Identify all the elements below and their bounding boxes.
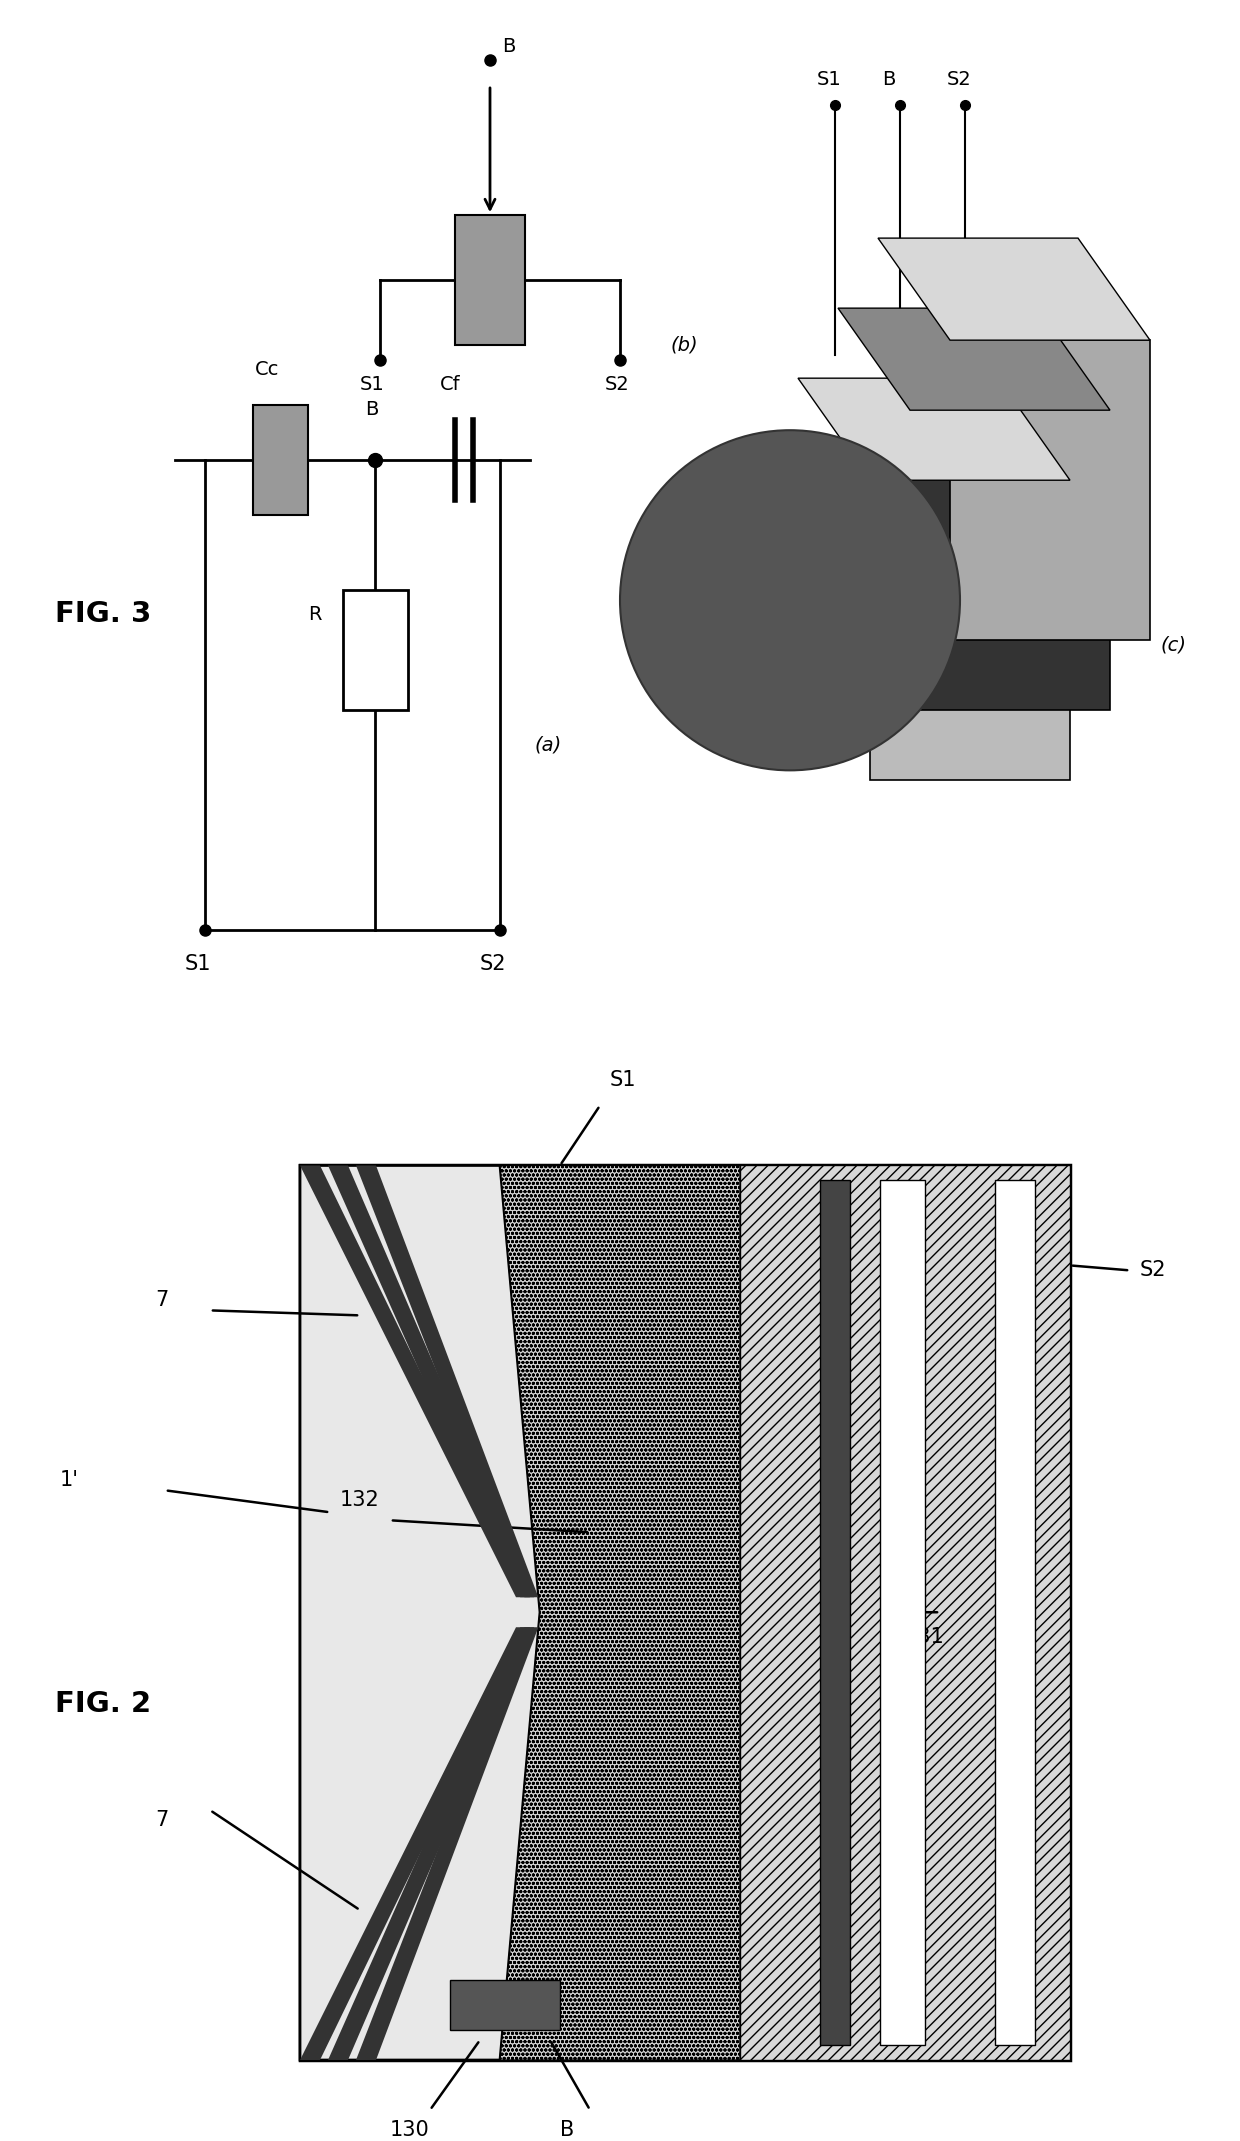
Text: S2: S2	[605, 375, 630, 394]
Polygon shape	[356, 1165, 538, 1597]
Text: S1: S1	[817, 71, 842, 90]
Bar	[253, 405, 308, 516]
Ellipse shape	[620, 430, 960, 771]
Text: S2: S2	[480, 955, 506, 974]
Bar	[820, 1180, 849, 2045]
Polygon shape	[500, 1165, 740, 2060]
Text: B: B	[502, 36, 516, 56]
Polygon shape	[838, 308, 1110, 411]
Bar	[300, 1165, 1070, 2060]
Bar	[910, 411, 1110, 711]
Polygon shape	[300, 1165, 529, 1597]
Text: R: R	[308, 606, 321, 625]
Bar	[740, 1165, 1070, 2060]
Text: B: B	[365, 400, 378, 420]
Text: S2: S2	[1140, 1261, 1167, 1280]
Text: 7: 7	[155, 1291, 169, 1310]
Polygon shape	[300, 1627, 529, 2060]
Bar	[870, 480, 1070, 779]
Text: 130: 130	[391, 2120, 430, 2141]
Text: 1': 1'	[60, 1471, 79, 1490]
Bar	[994, 1180, 1035, 2045]
Text: 7: 7	[155, 1809, 169, 1831]
Polygon shape	[329, 1627, 534, 2060]
Text: S2: S2	[947, 71, 972, 90]
Polygon shape	[300, 1165, 539, 2060]
Text: 132: 132	[340, 1490, 379, 1509]
Text: (a): (a)	[534, 734, 562, 754]
Text: (c): (c)	[1159, 636, 1185, 655]
Bar	[343, 591, 408, 711]
Text: FIG. 3: FIG. 3	[55, 599, 151, 627]
Text: FIG. 2: FIG. 2	[55, 1689, 151, 1719]
Polygon shape	[356, 1627, 538, 2060]
Bar	[880, 1180, 925, 2045]
Text: S1: S1	[360, 375, 384, 394]
Text: S1: S1	[610, 1070, 636, 1090]
Text: Cc: Cc	[255, 360, 279, 379]
Polygon shape	[329, 1165, 534, 1597]
Text: B: B	[882, 71, 895, 90]
Text: B: B	[560, 2120, 574, 2141]
Text: 131: 131	[905, 1627, 945, 1646]
Bar	[950, 340, 1149, 640]
Polygon shape	[878, 238, 1149, 340]
Text: Cf: Cf	[440, 375, 460, 394]
Polygon shape	[799, 379, 1070, 480]
Bar	[450, 1980, 560, 2030]
Text: S1: S1	[185, 955, 212, 974]
Text: (b): (b)	[670, 336, 698, 353]
Bar	[455, 214, 525, 345]
